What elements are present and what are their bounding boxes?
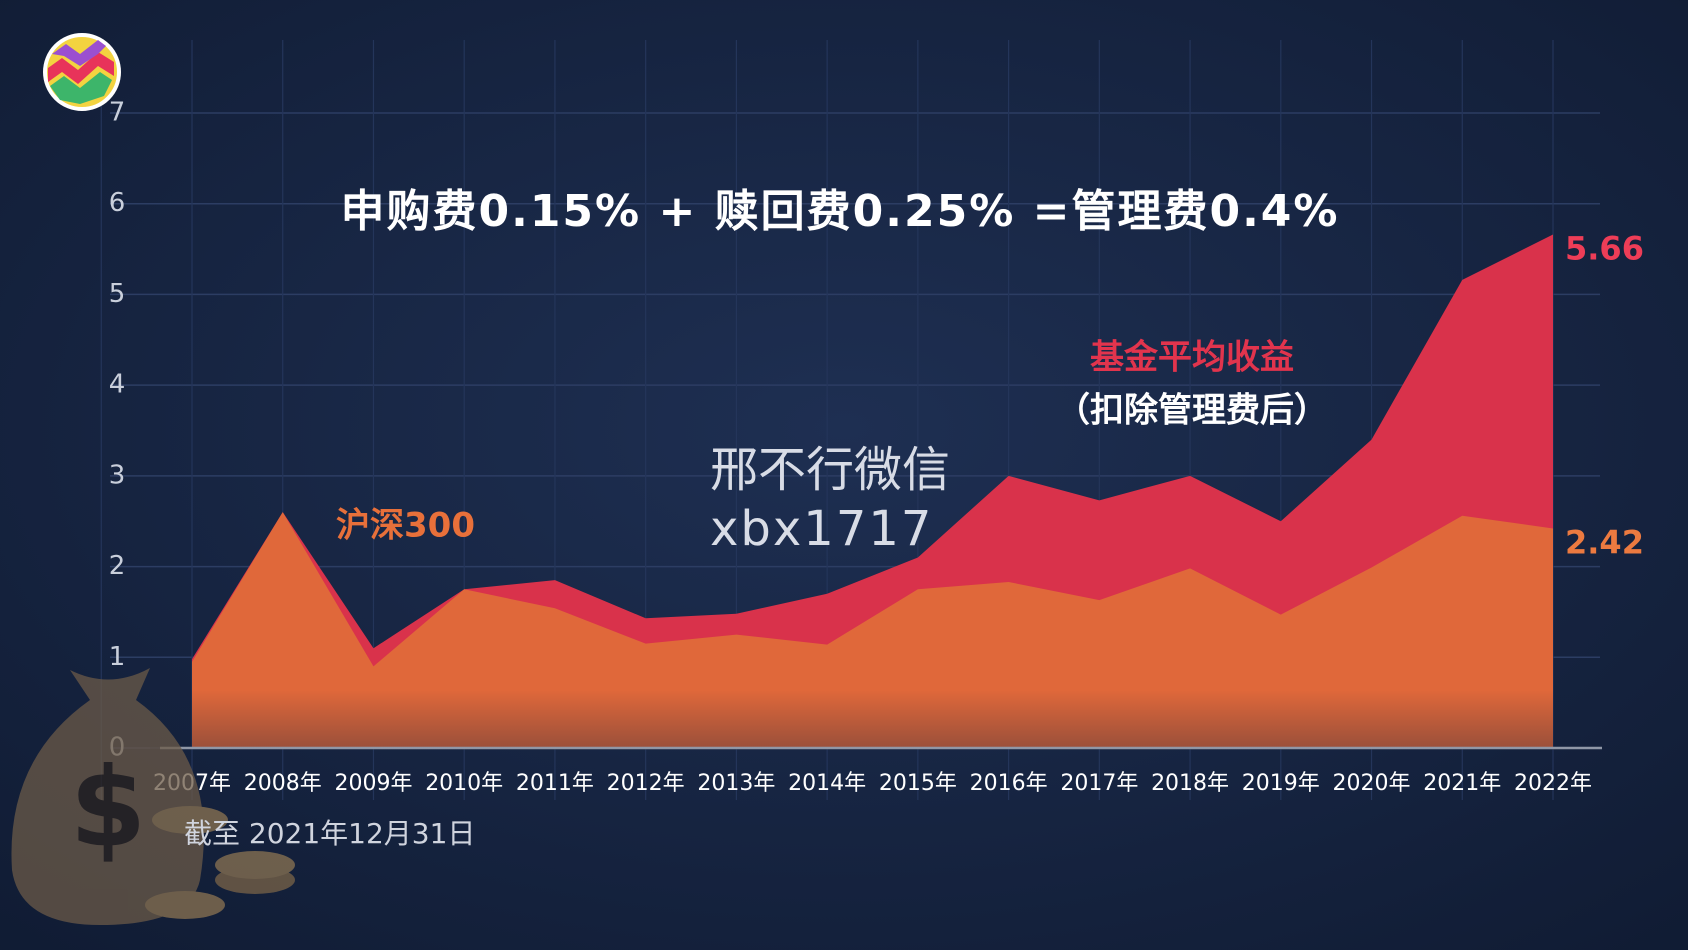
y-tick-label: 1 xyxy=(109,642,126,672)
x-tick-label: 2021年 xyxy=(1423,771,1501,796)
y-tick-label: 7 xyxy=(109,98,126,128)
dollar-sign: $ xyxy=(70,743,147,871)
x-tick-label: 2015年 xyxy=(879,771,957,796)
x-tick-label: 2019年 xyxy=(1242,771,1320,796)
x-tick-label: 2020年 xyxy=(1333,771,1411,796)
shade xyxy=(150,600,1610,750)
value-label: 2.42 xyxy=(1565,523,1644,561)
x-tick-label: 2009年 xyxy=(334,771,412,796)
y-tick-label: 5 xyxy=(109,279,126,309)
x-tick-label: 2013年 xyxy=(697,771,775,796)
footnote: 截至 2021年12月31日 xyxy=(184,817,475,850)
x-tick-label: 2014年 xyxy=(788,771,866,796)
logo xyxy=(43,33,121,111)
money-bag: $ xyxy=(11,668,295,925)
series-label: 沪深300 xyxy=(336,506,475,546)
watermark: xbx1717 xyxy=(710,501,933,557)
watermark: 邢不行微信 xyxy=(710,442,950,498)
series-label: 基金平均收益 xyxy=(1090,338,1294,378)
value-label: 5.66 xyxy=(1565,230,1644,268)
y-tick-label: 4 xyxy=(109,370,126,400)
x-tick-label: 2010年 xyxy=(425,771,503,796)
y-tick-label: 6 xyxy=(109,188,126,218)
x-tick-label: 2017年 xyxy=(1060,771,1138,796)
x-tick-label: 2008年 xyxy=(244,771,322,796)
x-tick-label: 2022年 xyxy=(1514,771,1592,796)
y-tick-label: 2 xyxy=(109,551,126,581)
series-note: （扣除管理费后） xyxy=(1056,391,1328,431)
x-tick-label: 2016年 xyxy=(970,771,1048,796)
x-tick-label: 2012年 xyxy=(607,771,685,796)
x-tick-label: 2018年 xyxy=(1151,771,1229,796)
x-tick-label: 2011年 xyxy=(516,771,594,796)
y-tick-label: 3 xyxy=(109,460,126,490)
chart-title: 申购费0.15% + 赎回费0.25% =管理费0.4% xyxy=(340,186,1339,237)
